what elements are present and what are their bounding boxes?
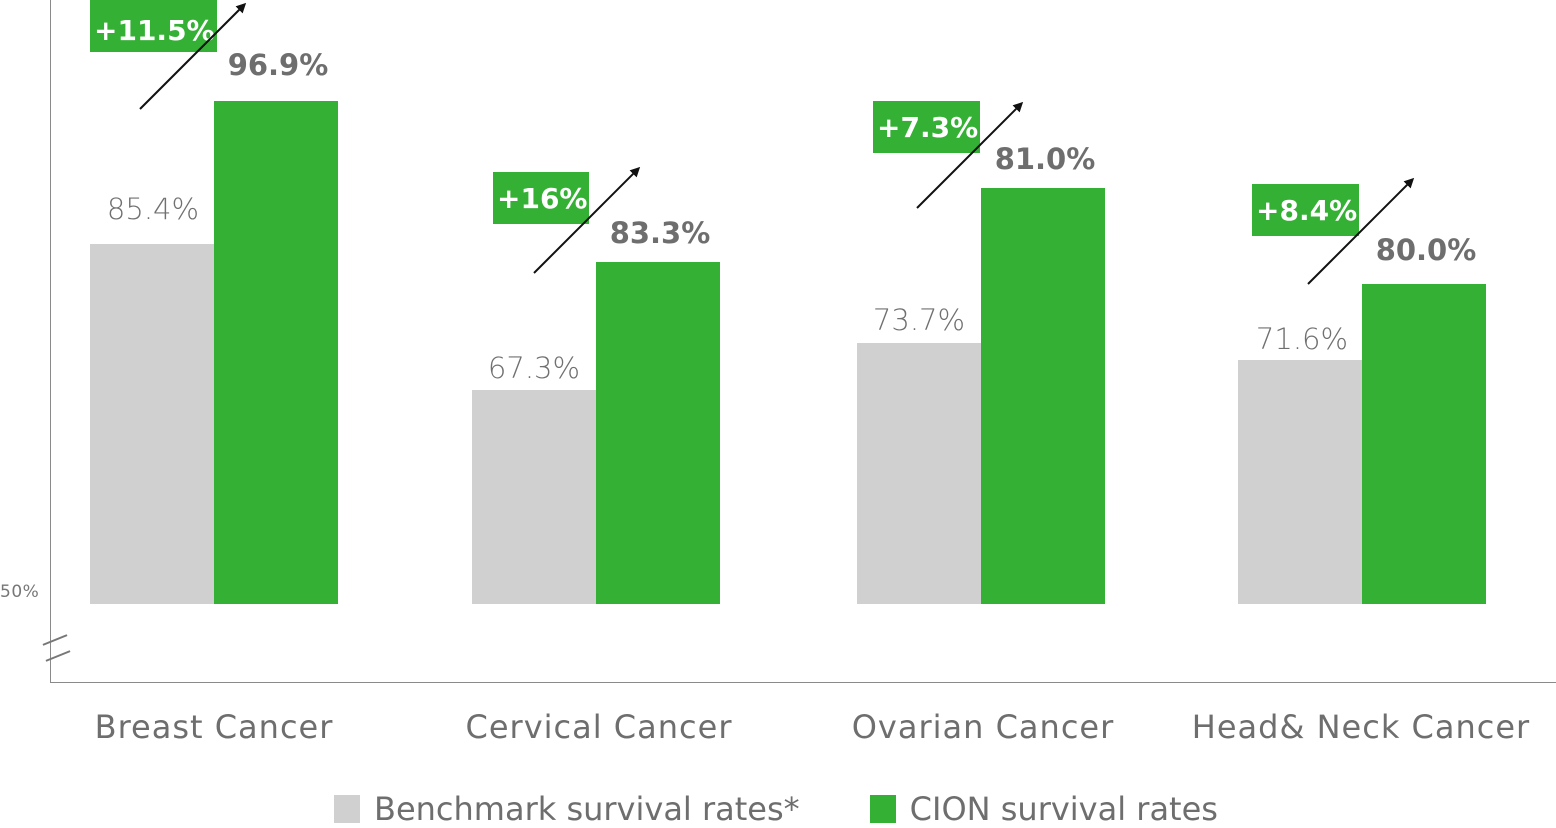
- category-label: Cervical Cancer: [465, 708, 733, 746]
- delta-badge: +11.5%: [90, 0, 217, 52]
- x-axis: [50, 682, 1556, 683]
- benchmark-value-label: 71.6%: [1255, 322, 1349, 356]
- category-label: Breast Cancer: [94, 708, 334, 746]
- benchmark-bar: [857, 343, 981, 604]
- arrow-up-icon: [533, 166, 641, 274]
- y-axis: [50, 0, 51, 683]
- cion-bar: [981, 188, 1105, 604]
- arrow-up-icon: [139, 2, 247, 110]
- category-label: Head& Neck Cancer: [1191, 708, 1531, 746]
- benchmark-bar: [472, 390, 596, 604]
- legend-item-benchmark: Benchmark survival rates*: [334, 790, 800, 828]
- legend-label: Benchmark survival rates*: [374, 790, 800, 828]
- arrow-up-icon: [916, 101, 1024, 209]
- delta-badge: +16%: [493, 172, 590, 224]
- legend-label: CION survival rates: [909, 790, 1218, 828]
- cion-swatch: [869, 795, 896, 823]
- benchmark-bar: [1238, 360, 1362, 604]
- arrow-up-icon: [1307, 177, 1415, 285]
- benchmark-value-label: 85.4%: [106, 192, 200, 226]
- benchmark-value-label: 73.7%: [872, 303, 966, 337]
- cion-bar: [1362, 284, 1486, 604]
- benchmark-swatch: [334, 795, 360, 823]
- delta-badge: +7.3%: [873, 101, 981, 153]
- category-label: Ovarian Cancer: [851, 708, 1115, 746]
- cion-value-label: 81.0%: [994, 142, 1096, 176]
- benchmark-value-label: 67.3%: [487, 351, 581, 385]
- benchmark-bar: [90, 244, 214, 604]
- cion-value-label: 96.9%: [227, 48, 329, 82]
- delta-badge: +8.4%: [1252, 184, 1360, 236]
- legend: Benchmark survival rates* CION survival …: [334, 790, 1288, 828]
- cion-bar: [596, 262, 720, 604]
- y-tick-label: 50%: [0, 582, 40, 602]
- legend-item-cion: CION survival rates: [869, 790, 1218, 828]
- cion-bar: [214, 101, 338, 604]
- cion-value-label: 80.0%: [1375, 233, 1477, 267]
- cion-value-label: 83.3%: [609, 216, 711, 250]
